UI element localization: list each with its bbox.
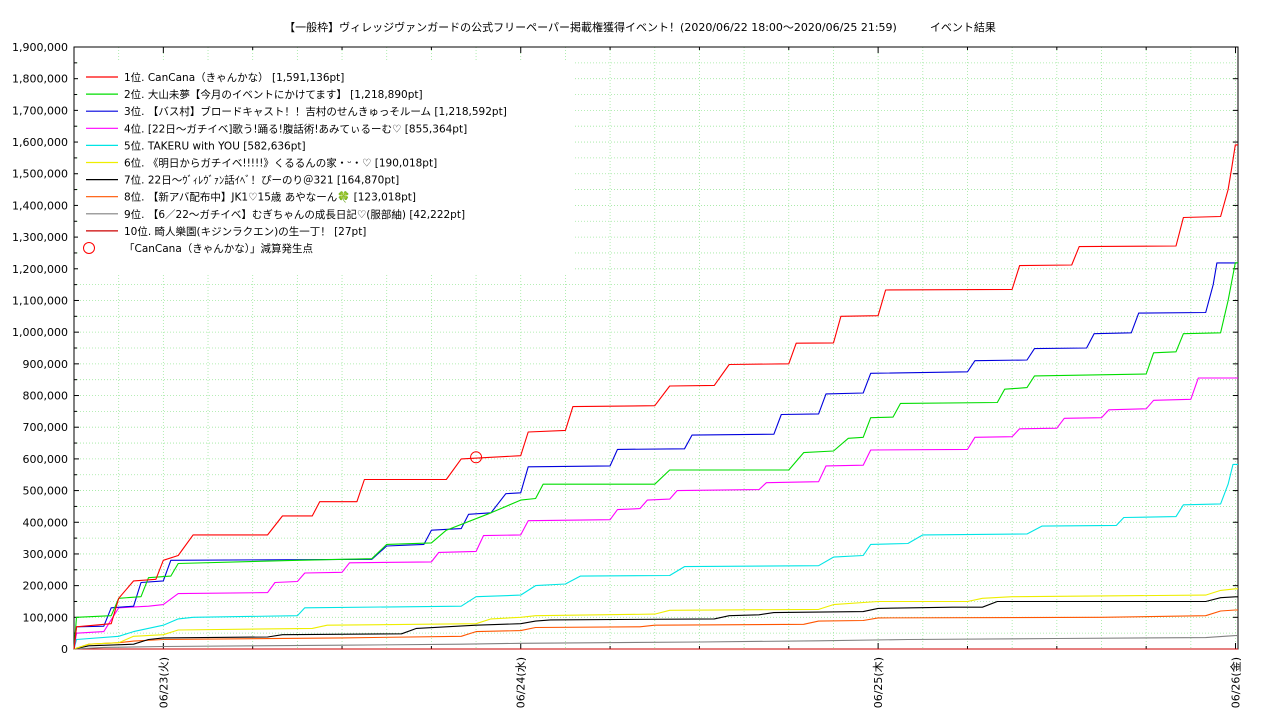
y-tick-label: 400,000 [23, 516, 69, 529]
legend-marker-label: 「CanCana（きゃんかな）」減算発生点 [124, 242, 313, 255]
y-tick-label: 1,500,000 [12, 168, 68, 181]
y-tick-label: 100,000 [23, 611, 69, 624]
grid-lines [74, 47, 1238, 649]
y-tick-label: 600,000 [23, 453, 69, 466]
y-tick-label: 0 [61, 643, 68, 656]
legend-label-4: 4位. [22日〜ガチイベ]歌う!踊る!腹話術!あみてぃるーむ♡ [855,36… [124, 122, 467, 135]
y-tick-label: 900,000 [23, 358, 69, 371]
y-tick-label: 1,800,000 [12, 73, 68, 86]
legend-label-1: 1位. CanCana（きゃんかな） [1,591,136pt] [124, 71, 344, 84]
series-line-6 [73, 588, 1238, 650]
legend-background [78, 60, 573, 275]
legend-label-7: 7位. 22日〜ｳﾞｨﾚｳﾞｧﾝ話ｲﾍﾞ！ぴーのり＠321 [164,870pt… [124, 174, 399, 187]
x-tick-label: 06/24(水) [515, 657, 528, 708]
x-tick-label: 06/25(木) [872, 657, 885, 708]
series-line-1 [73, 144, 1238, 650]
y-tick-label: 1,700,000 [12, 104, 68, 117]
x-tick-label: 06/26(金) [1229, 657, 1243, 708]
reduction-marker [470, 451, 483, 464]
series-line-7 [73, 596, 1238, 650]
y-tick-label: 1,400,000 [12, 199, 68, 212]
series-line-2 [73, 262, 1238, 650]
y-tick-label: 500,000 [23, 485, 69, 498]
y-tick-label: 200,000 [23, 580, 69, 593]
y-tick-label: 700,000 [23, 421, 69, 434]
series-line-3 [73, 262, 1238, 650]
series-line-9 [73, 635, 1238, 650]
series-lines [73, 144, 1238, 650]
legend-label-8: 8位. 【新アバ配布中】JK1♡15歳 あやなーん🍀 [123,018pt] [124, 191, 416, 204]
y-tick-label: 1,300,000 [12, 231, 68, 244]
x-axis: 06/23(火) 06/24(水) 06/25(木) 06/26(金) [157, 47, 1243, 708]
y-tick-label: 1,600,000 [12, 136, 68, 149]
series-line-4 [73, 377, 1238, 650]
legend-label-2: 2位. 大山未夢【今月のイベントにかけてます】 [1,218,890pt] [124, 88, 423, 101]
y-tick-label: 1,200,000 [12, 263, 68, 276]
legend-label-10: 10位. 畸人樂園(キジンラクエン)の生一丁！ [27pt] [124, 225, 366, 238]
y-tick-label: 300,000 [23, 548, 69, 561]
y-tick-label: 1,100,000 [12, 294, 68, 307]
legend-label-5: 5位. TAKERU with YOU [582,636pt] [124, 139, 306, 152]
series-line-5 [73, 463, 1238, 650]
legend-label-6: 6位. 《明日からガチイベ!!!!!》くるるんの家・ᵕ・♡ [190,018pt… [124, 157, 437, 170]
y-tick-label: 1,000,000 [12, 326, 68, 339]
y-axis: 0 100,000 200,000 300,000 400,000 500,000 600,… [12, 41, 1238, 656]
x-tick-label: 06/23(火) [157, 657, 170, 708]
chart-title: 【一般枠】ヴィレッジヴァンガードの公式フリーペーパー掲載権獲得イベント！(202… [284, 21, 996, 34]
legend: 1位. CanCana（きゃんかな） [1,591,136pt] 2位. 大山未夢… [78, 60, 573, 275]
legend-marker-symbol [83, 242, 95, 254]
legend-label-3: 3位. 【バス村】ブロードキャスト！！吉村のせんきゅっそルーム [1,218,5… [124, 105, 507, 118]
annotations [470, 451, 483, 464]
y-tick-label: 800,000 [23, 390, 69, 403]
y-tick-label: 1,900,000 [12, 41, 68, 54]
legend-label-9: 9位. 【6／22〜ガチイベ】むぎちゃんの成長日記♡(服部紬) [42,222p… [124, 208, 465, 221]
